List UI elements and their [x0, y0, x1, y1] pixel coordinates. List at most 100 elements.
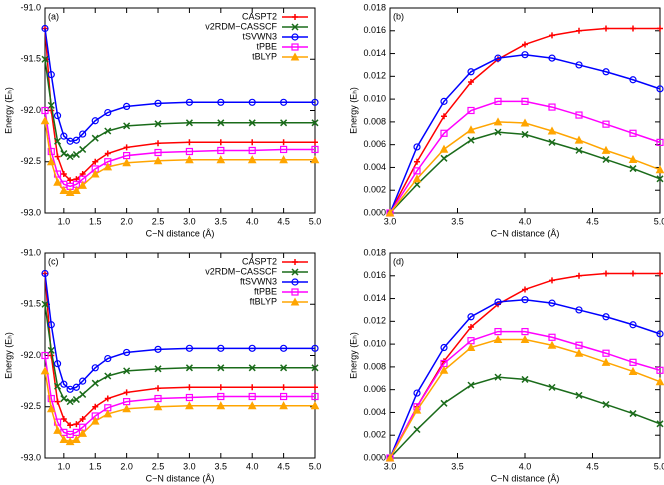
data-point — [217, 344, 225, 352]
data-point — [521, 327, 529, 336]
data-point — [655, 377, 664, 386]
data-point — [466, 342, 476, 352]
data-point — [153, 402, 163, 411]
y-tick-label: -93.0 — [20, 207, 41, 217]
y-tick-label: -92.5 — [20, 156, 41, 166]
data-point — [494, 298, 502, 306]
data-point — [494, 327, 502, 336]
data-point — [47, 71, 55, 79]
data-point — [79, 145, 87, 153]
data-point — [79, 390, 87, 398]
data-point — [493, 335, 503, 344]
data-point — [466, 125, 476, 134]
x-tick-label: 3.0 — [384, 461, 397, 471]
x-axis-label: C−N distance (Å) — [491, 228, 560, 238]
legend-label: tSVWN3 — [242, 31, 277, 41]
data-point — [47, 394, 55, 403]
data-point — [155, 140, 162, 147]
data-point — [656, 420, 664, 428]
x-tick-label: 5.0 — [654, 461, 664, 471]
data-point — [155, 385, 162, 392]
data-point — [186, 384, 193, 391]
data-point — [413, 425, 421, 434]
data-point — [90, 169, 100, 178]
data-point — [494, 97, 502, 105]
data-point — [521, 130, 529, 138]
data-point — [78, 428, 88, 437]
data-point — [494, 128, 502, 136]
data-point — [467, 136, 475, 144]
y-tick-label: 0.010 — [363, 93, 386, 103]
data-point — [72, 151, 80, 159]
y-tick-label: 0.010 — [363, 338, 386, 348]
data-point — [656, 366, 664, 374]
data-point — [185, 119, 193, 127]
data-point — [603, 270, 609, 277]
data-point — [123, 348, 131, 357]
data-point — [311, 344, 319, 352]
data-point — [312, 139, 318, 146]
x-tick-label: 3.5 — [215, 461, 228, 471]
data-point — [249, 139, 256, 146]
data-point — [60, 395, 68, 403]
series-line — [389, 121, 661, 214]
data-point — [440, 399, 448, 407]
data-point — [311, 119, 319, 127]
data-point — [79, 130, 87, 138]
data-point — [468, 324, 474, 331]
data-point — [154, 394, 162, 403]
data-point — [66, 398, 74, 406]
data-point — [549, 277, 555, 284]
x-tick-label: 3.5 — [215, 216, 228, 226]
data-point — [103, 409, 113, 418]
data-point — [154, 365, 162, 373]
data-point — [601, 145, 611, 154]
y-tick-label: 0.008 — [363, 116, 386, 126]
data-point — [54, 137, 62, 145]
y-tick-label: 0.012 — [363, 71, 386, 81]
data-point — [72, 136, 80, 144]
data-point — [60, 380, 68, 388]
data-point — [41, 55, 49, 63]
y-tick-label: 0.018 — [363, 247, 386, 257]
data-point — [629, 321, 637, 329]
data-point — [248, 98, 256, 106]
data-point — [629, 129, 637, 137]
data-point — [91, 364, 99, 372]
data-point — [439, 144, 449, 153]
data-point — [602, 349, 610, 357]
x-axis-label: C−N distance (Å) — [491, 473, 560, 483]
x-tick-label: 3.0 — [384, 216, 397, 226]
y-tick-label: -91.5 — [20, 299, 41, 309]
data-point — [53, 425, 62, 434]
data-point — [549, 32, 555, 39]
data-point — [217, 119, 225, 127]
y-tick-label: 0.004 — [363, 162, 386, 172]
data-point — [46, 404, 56, 413]
data-point — [279, 155, 288, 164]
x-tick-label: 1.5 — [89, 461, 102, 471]
data-point — [92, 158, 99, 165]
data-point — [185, 147, 194, 156]
legend-marker — [291, 23, 299, 31]
plot-frame — [389, 7, 661, 214]
data-point — [521, 51, 529, 59]
x-tick-label: 3.5 — [451, 461, 464, 471]
data-point — [413, 167, 421, 175]
data-point — [280, 119, 288, 127]
x-tick-label: 2.0 — [120, 216, 133, 226]
x-tick-label: 3.0 — [183, 216, 196, 226]
data-point — [60, 132, 68, 140]
data-point — [123, 122, 131, 130]
data-point — [248, 392, 256, 401]
legend-marker — [291, 33, 299, 41]
x-tick-label: 5.0 — [309, 216, 322, 226]
data-point — [41, 269, 49, 278]
data-point — [104, 354, 112, 363]
x-tick-label: 1.0 — [58, 216, 71, 226]
data-point — [79, 416, 86, 423]
data-point — [602, 120, 610, 128]
data-point — [280, 384, 287, 391]
data-point — [103, 162, 113, 171]
